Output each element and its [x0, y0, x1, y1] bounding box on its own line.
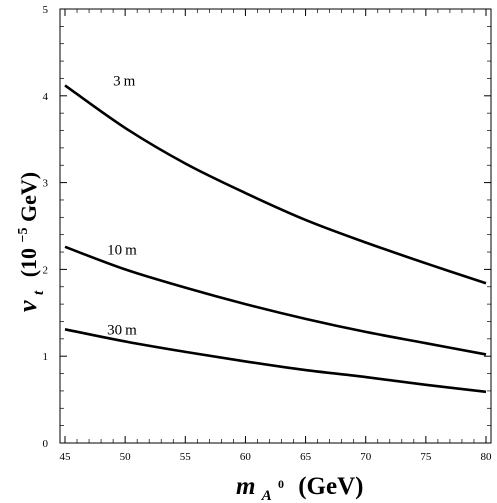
y-axis-variable: v — [13, 300, 42, 312]
y-tick-label-5: 5 — [43, 4, 49, 16]
x-axis-variable: m — [236, 473, 255, 500]
y-tick-label-4: 4 — [43, 91, 49, 103]
curve-label-10m: 10 m — [107, 243, 137, 259]
x-axis-subscript: A — [261, 488, 272, 503]
curve-label-3m: 3 m — [113, 73, 136, 89]
plot-frame — [59, 8, 492, 444]
y-axis-subscript: t — [31, 290, 47, 295]
curve-3m — [64, 84, 487, 285]
x-tick-label-65: 65 — [300, 451, 312, 463]
curve-label-30m: 30 m — [107, 323, 137, 339]
x-tick-label-70: 70 — [360, 451, 372, 463]
y-tick-label-2: 2 — [43, 264, 49, 276]
y-axis-unit-suffix: GeV) — [16, 172, 41, 222]
y-tick-label-0: 0 — [43, 438, 49, 450]
curve-30m — [64, 328, 487, 394]
y-axis-title: v t (10 −5 GeV) — [7, 172, 48, 312]
series-curves — [64, 84, 487, 394]
x-tick-label-55: 55 — [180, 451, 192, 463]
axis-ticks — [60, 8, 491, 444]
curve-10m — [64, 245, 487, 356]
x-axis-unit: (GeV) — [298, 473, 363, 500]
x-axis-title: m A 0 (GeV) — [236, 467, 363, 503]
y-axis-unit-prefix: (10 — [16, 248, 41, 277]
y-tick-label-1: 1 — [43, 351, 49, 363]
x-axis-superscript: 0 — [278, 477, 284, 491]
x-tick-label-60: 60 — [240, 451, 252, 463]
x-tick-label-50: 50 — [120, 451, 132, 463]
y-tick-label-3: 3 — [43, 178, 49, 190]
x-tick-label-45: 45 — [60, 451, 72, 463]
series-labels: 3 m 10 m 30 m — [107, 73, 137, 338]
x-tick-label-75: 75 — [420, 451, 432, 463]
x-tick-label-80: 80 — [481, 451, 493, 463]
y-axis-unit-exponent: −5 — [16, 227, 31, 242]
